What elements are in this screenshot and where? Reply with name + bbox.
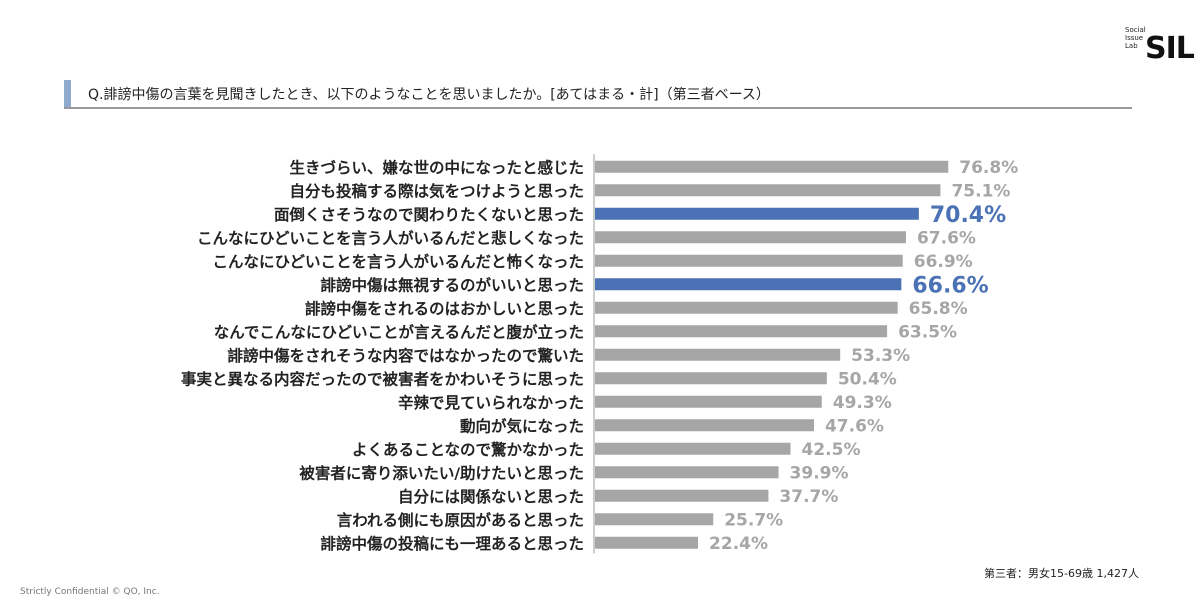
category-label: 自分も投稿する際は気をつけようと思った <box>289 181 584 200</box>
bar <box>595 348 841 361</box>
value-label-highlighted: 66.6% <box>912 273 988 298</box>
value-label: 50.4% <box>838 369 897 389</box>
category-label: 誹謗中傷は無視するのがいいと思った <box>320 275 584 294</box>
value-label: 47.6% <box>825 416 884 436</box>
bar <box>595 489 769 502</box>
value-label: 42.5% <box>802 440 861 460</box>
category-label: 言われる側にも原因があると思った <box>337 510 584 529</box>
value-label: 25.7% <box>724 510 783 530</box>
category-label: 生きづらい、嫌な世の中になったと感じた <box>289 158 584 177</box>
value-label: 39.9% <box>790 463 849 483</box>
category-label: よくあることなので驚かなかった <box>352 440 584 459</box>
category-label: なんでこんなにひどいことが言えるんだと腹が立った <box>214 322 584 341</box>
category-label: 動向が気になった <box>460 416 584 435</box>
logo-line-social: Social <box>1125 26 1146 34</box>
bar <box>595 513 714 526</box>
value-label: 53.3% <box>851 346 910 366</box>
value-label: 66.9% <box>914 252 973 272</box>
bar <box>595 466 779 479</box>
category-label: こんなにひどいことを言う人がいるんだと怖くなった <box>212 252 584 271</box>
value-label: 49.3% <box>833 393 892 413</box>
bar <box>595 184 941 197</box>
value-label-highlighted: 70.4% <box>930 203 1006 228</box>
category-label: 被害者に寄り添いたい/助けたいと思った <box>299 463 584 482</box>
bar <box>595 442 791 455</box>
value-label: 65.8% <box>909 299 968 319</box>
base-note: 第三者：男女15-69歳 1,427人 <box>984 567 1139 580</box>
logo-line-lab: Lab <box>1125 42 1138 50</box>
value-label: 67.6% <box>917 228 976 248</box>
bar <box>595 160 949 173</box>
value-label: 37.7% <box>779 487 838 507</box>
bar <box>595 395 822 408</box>
logo-mark: SIL <box>1145 31 1195 66</box>
category-label: 辛辣で見ていられなかった <box>398 393 584 412</box>
bar <box>595 536 699 549</box>
value-label: 63.5% <box>898 322 957 342</box>
category-label: 面倒くさそうなので関わりたくないと思った <box>274 205 584 224</box>
bar <box>595 254 903 267</box>
bar <box>595 372 827 385</box>
sil-logo: Social Issue Lab SIL <box>1125 26 1195 66</box>
bar <box>595 301 898 314</box>
logo-line-issue: Issue <box>1125 34 1144 42</box>
category-label: こんなにひどいことを言う人がいるんだと悲しくなった <box>197 228 584 247</box>
value-label: 75.1% <box>951 181 1010 201</box>
category-label: 事実と異なる内容だったので被害者をかわいそうに思った <box>181 369 584 388</box>
question-divider <box>64 107 1132 109</box>
bar-highlighted <box>595 278 902 291</box>
category-label: 誹謗中傷の投稿にも一理あると思った <box>320 534 584 553</box>
category-label: 誹謗中傷をされるのはおかしいと思った <box>305 299 584 318</box>
bar <box>595 325 888 338</box>
question-accent-bar <box>64 80 71 108</box>
value-label: 76.8% <box>959 158 1018 178</box>
value-label: 22.4% <box>709 534 768 554</box>
bar <box>595 231 906 244</box>
question-title: Q.誹謗中傷の言葉を見聞きしたとき、以下のようなことを思いましたか。[あてはまる… <box>88 87 770 103</box>
footer-copyright: Strictly Confidential © QO, Inc. <box>20 587 160 597</box>
category-label: 誹謗中傷をされそうな内容ではなかったので驚いた <box>227 346 584 365</box>
category-label: 自分には関係ないと思った <box>398 487 584 506</box>
bar <box>595 419 814 432</box>
bar-highlighted <box>595 207 919 220</box>
